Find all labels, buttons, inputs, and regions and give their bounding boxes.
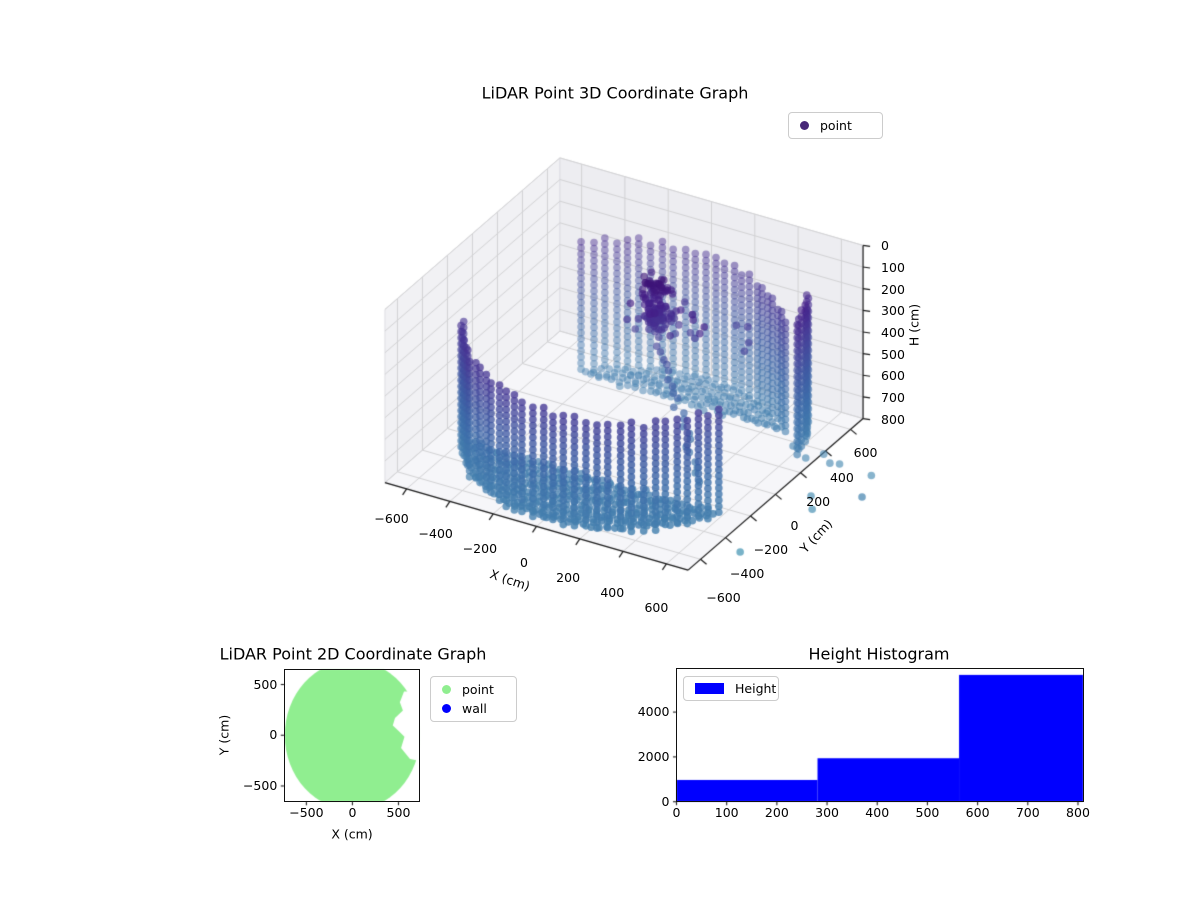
histogram-title: Height Histogram — [808, 644, 950, 664]
plot2d-legend-row-point: point — [442, 680, 506, 699]
plot3d-legend-row-point: point — [800, 116, 872, 135]
plot3d-title: LiDAR Point 3D Coordinate Graph — [481, 83, 749, 103]
point-marker-icon — [442, 685, 451, 694]
point-marker-icon — [800, 121, 809, 130]
plot2d-x-axis-label: X (cm) — [331, 826, 373, 842]
histogram-legend-row-height: Height — [695, 680, 776, 697]
plot2d-axes-box — [284, 669, 420, 802]
plot2d-y-axis-label: Y (cm) — [216, 714, 232, 756]
plot3d-legend: point — [788, 112, 883, 139]
wall-marker-icon — [442, 704, 451, 713]
plot2d-legend-row-wall: wall — [442, 699, 506, 718]
plot2d-legend-label-point: point — [462, 682, 494, 697]
plot3d-legend-label: point — [820, 118, 852, 133]
histogram-legend-label: Height — [735, 681, 777, 696]
plot3d-h-axis-label: H (cm) — [906, 303, 922, 347]
plot2d-legend-label-wall: wall — [462, 701, 487, 716]
plot2d-title: LiDAR Point 2D Coordinate Graph — [219, 644, 487, 664]
plot2d-legend: point wall — [430, 676, 517, 722]
height-swatch-icon — [695, 683, 724, 694]
histogram-axes-box — [676, 668, 1084, 802]
histogram-legend: Height — [683, 676, 779, 701]
